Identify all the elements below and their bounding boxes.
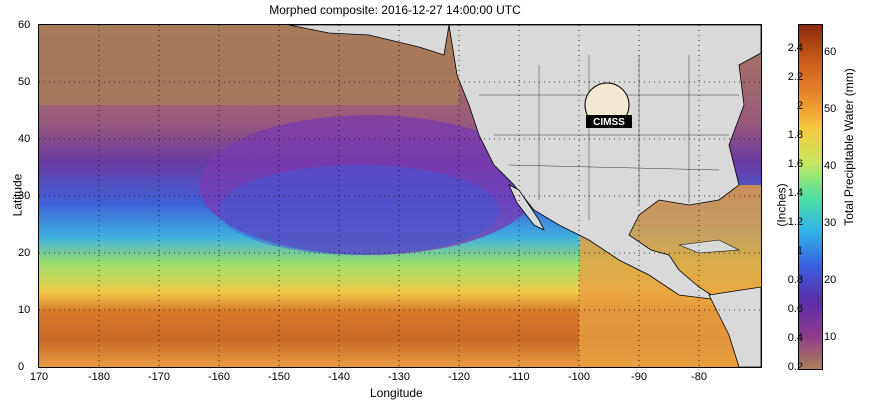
x-tick-label: -120: [447, 371, 471, 383]
colorbar-inch-tick: 0.8: [787, 274, 803, 286]
colorbar-inch-tick: 1.8: [787, 129, 803, 141]
colorbar: [798, 24, 823, 370]
colorbar-mm-tick: 30: [824, 217, 837, 229]
colorbar-inches-label: (Inches): [774, 183, 789, 227]
x-tick-label: -80: [691, 371, 707, 383]
colorbar-inch-tick: 0.6: [787, 303, 803, 315]
y-tick-label: 30: [18, 190, 31, 202]
cimss-logo-text: CIMSS: [593, 117, 625, 128]
colorbar-mm-label: Total Precipitable Water (mm): [841, 68, 856, 226]
x-axis-label: Longitude: [370, 386, 423, 400]
y-tick-label: 20: [18, 247, 31, 259]
colorbar-inch-tick: 0.2: [787, 361, 803, 373]
colorbar-inch-tick: 0.4: [787, 332, 803, 344]
gridlines: [39, 25, 761, 367]
colorbar-inch-tick: 2.4: [787, 42, 803, 54]
south-america-land: [708, 286, 761, 367]
colorbar-inch-tick: 2.2: [787, 71, 803, 83]
x-tick-label: -100: [567, 371, 591, 383]
alaska-land: [288, 25, 450, 56]
colorbar-mm-tick: 50: [824, 103, 837, 115]
colorbar-inch-tick: 2: [796, 100, 803, 112]
north-america-land: [448, 25, 761, 301]
x-tick-label: -110: [508, 371, 530, 383]
colorbar-inch-tick: 1: [796, 245, 803, 257]
y-tick-label: 10: [18, 304, 31, 316]
y-tick-label: 40: [18, 133, 31, 145]
y-axis-label: Latitude: [10, 173, 25, 217]
x-tick-label: 170: [29, 371, 49, 383]
colorbar-mm-tick: 40: [824, 160, 837, 172]
colorbar-mm-tick: 20: [824, 274, 837, 286]
x-tick-label: -160: [207, 371, 231, 383]
moist-band: [219, 165, 499, 255]
y-tick-label: 0: [18, 361, 25, 373]
x-tick-label: -180: [87, 371, 111, 383]
x-tick-label: -150: [267, 371, 291, 383]
y-tick-label: 50: [18, 76, 31, 88]
map-title: Morphed composite: 2016-12-27 14:00:00 U…: [269, 3, 521, 17]
colorbar-inch-tick: 1.4: [787, 187, 803, 199]
x-tick-label: -140: [327, 371, 351, 383]
x-tick-label: -90: [631, 371, 647, 383]
x-tick-label: -170: [147, 371, 171, 383]
cimss-logo: CIMSS: [584, 82, 632, 128]
cuba-land: [678, 239, 741, 254]
colorbar-mm-tick: 10: [824, 331, 837, 343]
colorbar-inch-tick: 1.6: [787, 158, 803, 170]
y-tick-label: 60: [18, 19, 31, 31]
tpw-map: CIMSS: [38, 24, 762, 368]
colorbar-inch-tick: 1.2: [787, 216, 803, 228]
colorbar-mm-tick: 60: [824, 46, 837, 58]
tpw-map-svg: CIMSS: [39, 25, 761, 367]
x-tick-label: -130: [387, 371, 411, 383]
